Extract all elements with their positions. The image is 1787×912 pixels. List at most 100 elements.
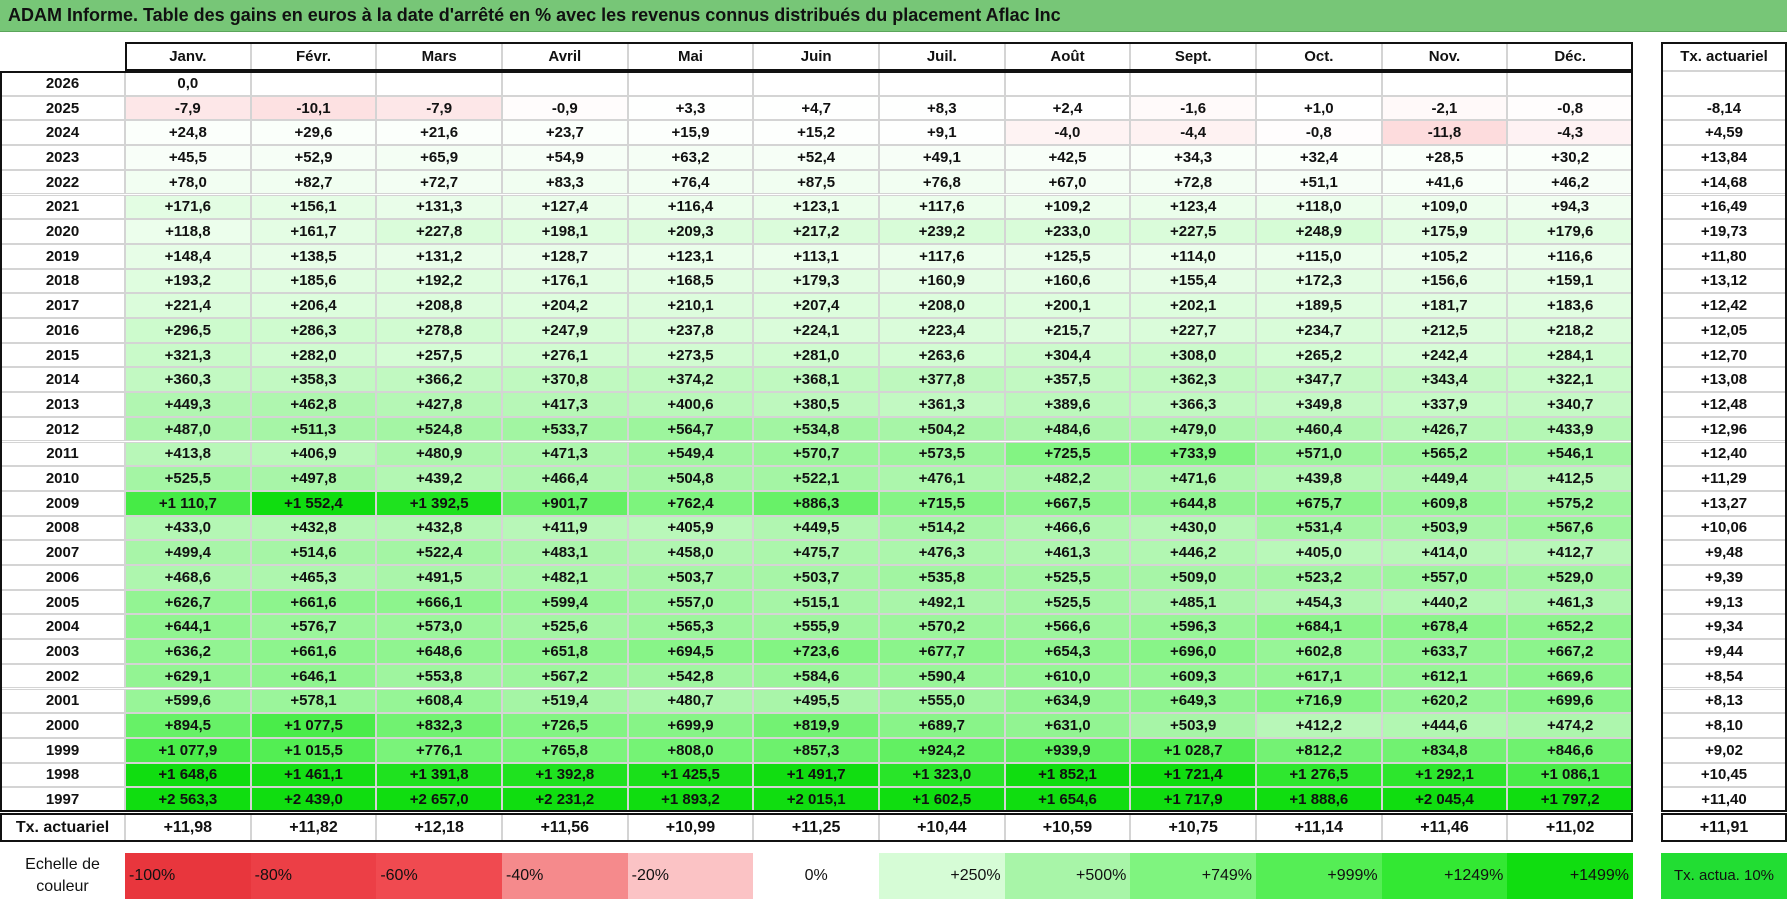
value-cell: +123,4 [1130, 194, 1256, 220]
value-cell: +646,1 [250, 663, 377, 689]
value-cell: +461,3 [1507, 589, 1633, 615]
value-cell: +358,3 [250, 367, 377, 393]
year-cell: 2019 [0, 243, 125, 269]
value-cell: +661,6 [250, 589, 377, 615]
value-cell: +304,4 [1004, 342, 1131, 368]
value-cell: +115,0 [1256, 243, 1382, 269]
empty-cell [753, 71, 879, 96]
value-cell: +54,9 [502, 145, 628, 170]
value-cell: +649,3 [1130, 688, 1256, 714]
value-cell: +109,0 [1381, 194, 1508, 220]
value-cell: -4,0 [1004, 120, 1131, 146]
value-cell: +247,9 [502, 318, 628, 343]
value-cell: +1 077,5 [250, 713, 377, 738]
value-cell: +654,3 [1004, 639, 1131, 664]
value-cell: +1 461,1 [250, 762, 377, 788]
value-cell: +523,2 [1256, 565, 1382, 590]
value-cell: +694,5 [627, 639, 754, 664]
value-cell: +575,2 [1507, 490, 1633, 516]
value-cell: +282,0 [250, 342, 377, 368]
value-cell: +609,3 [1130, 663, 1256, 689]
value-cell: +461,3 [1004, 540, 1131, 565]
value-cell: +417,3 [502, 392, 628, 417]
value-cell: +156,1 [250, 194, 377, 220]
value-cell: +202,1 [1130, 293, 1256, 318]
value-cell: +832,3 [376, 713, 502, 738]
value-cell: +412,2 [1256, 713, 1382, 738]
month-header: Janv. [125, 42, 251, 71]
value-cell: +109,2 [1004, 194, 1131, 220]
value-cell: +725,5 [1004, 441, 1131, 467]
value-cell: +573,5 [879, 441, 1005, 467]
value-cell: +360,3 [125, 367, 251, 393]
value-cell: +644,8 [1130, 490, 1256, 516]
value-cell: +812,2 [1256, 737, 1382, 763]
month-header: Mai [627, 42, 754, 71]
value-cell: +1 392,5 [376, 490, 502, 516]
value-cell: +726,5 [502, 713, 628, 738]
value-cell: +471,3 [502, 441, 628, 467]
value-cell: +1 797,2 [1507, 787, 1633, 812]
scale-step: -80% [250, 853, 377, 899]
value-cell: +449,5 [753, 515, 879, 541]
value-cell: +227,5 [1130, 219, 1256, 244]
value-cell: +207,4 [753, 293, 879, 318]
value-cell: +8,3 [879, 95, 1005, 121]
value-cell: +1 552,4 [250, 490, 377, 516]
value-cell: +553,8 [376, 663, 502, 689]
value-cell: +1 721,4 [1130, 762, 1256, 788]
value-cell: +65,9 [376, 145, 502, 170]
footer-cell: +11,25 [753, 813, 879, 842]
month-header: Déc. [1507, 42, 1633, 71]
year-cell: 2005 [0, 589, 125, 615]
tx-cell: +11,80 [1661, 243, 1787, 269]
value-cell: +534,8 [753, 416, 879, 442]
value-cell: +570,7 [753, 441, 879, 467]
year-cell: 2006 [0, 565, 125, 590]
value-cell: +118,0 [1256, 194, 1382, 220]
value-cell: +1 852,1 [1004, 762, 1131, 788]
tx-cell: +8,10 [1661, 713, 1787, 738]
value-cell: +636,2 [125, 639, 251, 664]
value-cell: +652,2 [1507, 614, 1633, 640]
tx-cell: +9,34 [1661, 614, 1787, 640]
tx-cell: +13,84 [1661, 145, 1787, 170]
footer-cell: +10,44 [879, 813, 1005, 842]
empty-cell [1381, 71, 1508, 96]
value-cell: +389,6 [1004, 392, 1131, 417]
value-cell: +610,0 [1004, 663, 1131, 689]
value-cell: +208,0 [879, 293, 1005, 318]
footer-cell: +11,14 [1256, 813, 1382, 842]
value-cell: +524,8 [376, 416, 502, 442]
value-cell: +94,3 [1507, 194, 1633, 220]
month-header: Sept. [1130, 42, 1256, 71]
value-cell: +237,8 [627, 318, 754, 343]
value-cell: +2 231,2 [502, 787, 628, 812]
year-cell: 1997 [0, 787, 125, 812]
value-cell: +576,7 [250, 614, 377, 640]
value-cell: +564,7 [627, 416, 754, 442]
value-cell: +2,4 [1004, 95, 1131, 121]
empty-cell [376, 71, 502, 96]
value-cell: +1 491,7 [753, 762, 879, 788]
value-cell: +648,6 [376, 639, 502, 664]
value-cell: +504,8 [627, 466, 754, 491]
value-cell: +633,7 [1381, 639, 1508, 664]
value-cell: +651,8 [502, 639, 628, 664]
value-cell: +522,4 [376, 540, 502, 565]
value-cell: +159,1 [1507, 268, 1633, 294]
value-cell: +432,8 [376, 515, 502, 541]
value-cell: +337,9 [1381, 392, 1508, 417]
scale-step: +749% [1130, 853, 1256, 899]
tx-cell: +12,05 [1661, 318, 1787, 343]
value-cell: +30,2 [1507, 145, 1633, 170]
scale-step: 0% [753, 853, 879, 899]
value-cell: +52,4 [753, 145, 879, 170]
month-header: Juin [753, 42, 879, 71]
value-cell: +63,2 [627, 145, 754, 170]
value-cell: +426,7 [1381, 416, 1508, 442]
title-bar: ADAM Informe. Table des gains en euros à… [0, 0, 1787, 32]
value-cell: +117,6 [879, 243, 1005, 269]
value-cell: +514,6 [250, 540, 377, 565]
scale-step: +999% [1256, 853, 1382, 899]
